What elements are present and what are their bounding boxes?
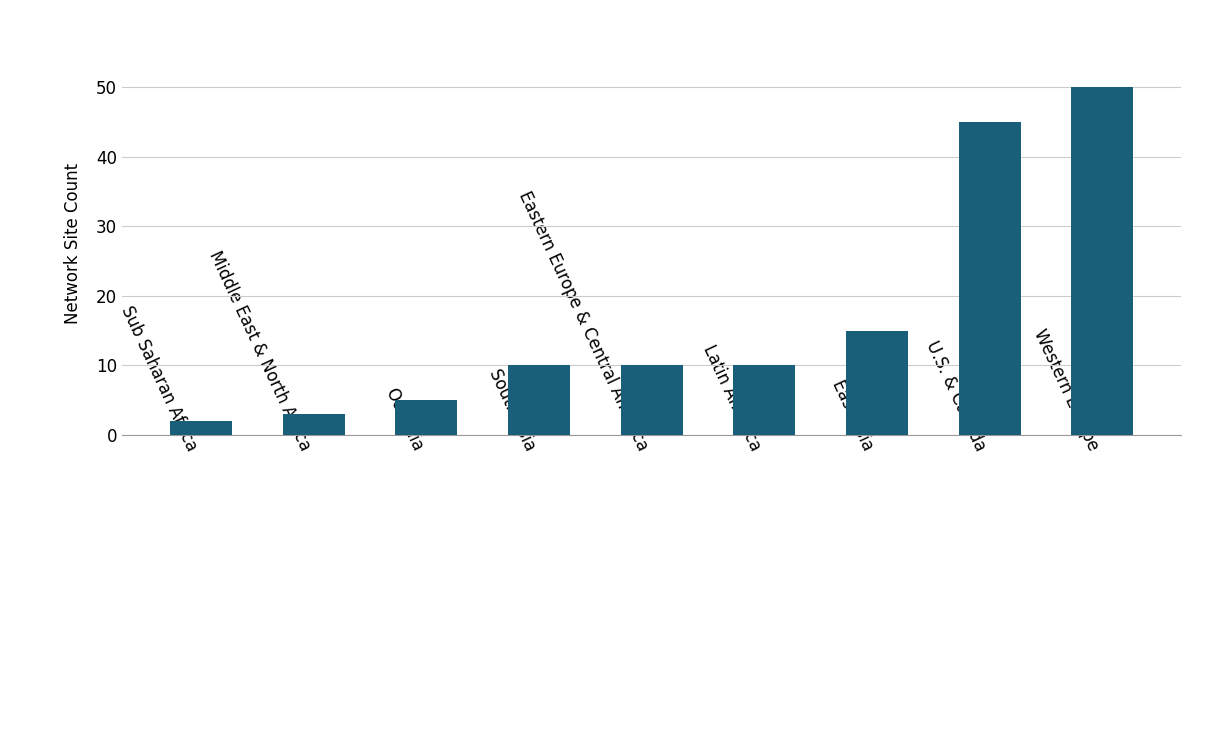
Y-axis label: Network Site Count: Network Site Count bbox=[63, 164, 82, 324]
Bar bbox=[283, 414, 345, 435]
Bar bbox=[847, 331, 907, 435]
Bar bbox=[621, 365, 682, 435]
Bar bbox=[733, 365, 795, 435]
Bar bbox=[171, 421, 231, 435]
Bar bbox=[508, 365, 570, 435]
Bar bbox=[959, 122, 1021, 435]
Bar bbox=[1072, 87, 1133, 435]
Bar bbox=[396, 400, 457, 435]
